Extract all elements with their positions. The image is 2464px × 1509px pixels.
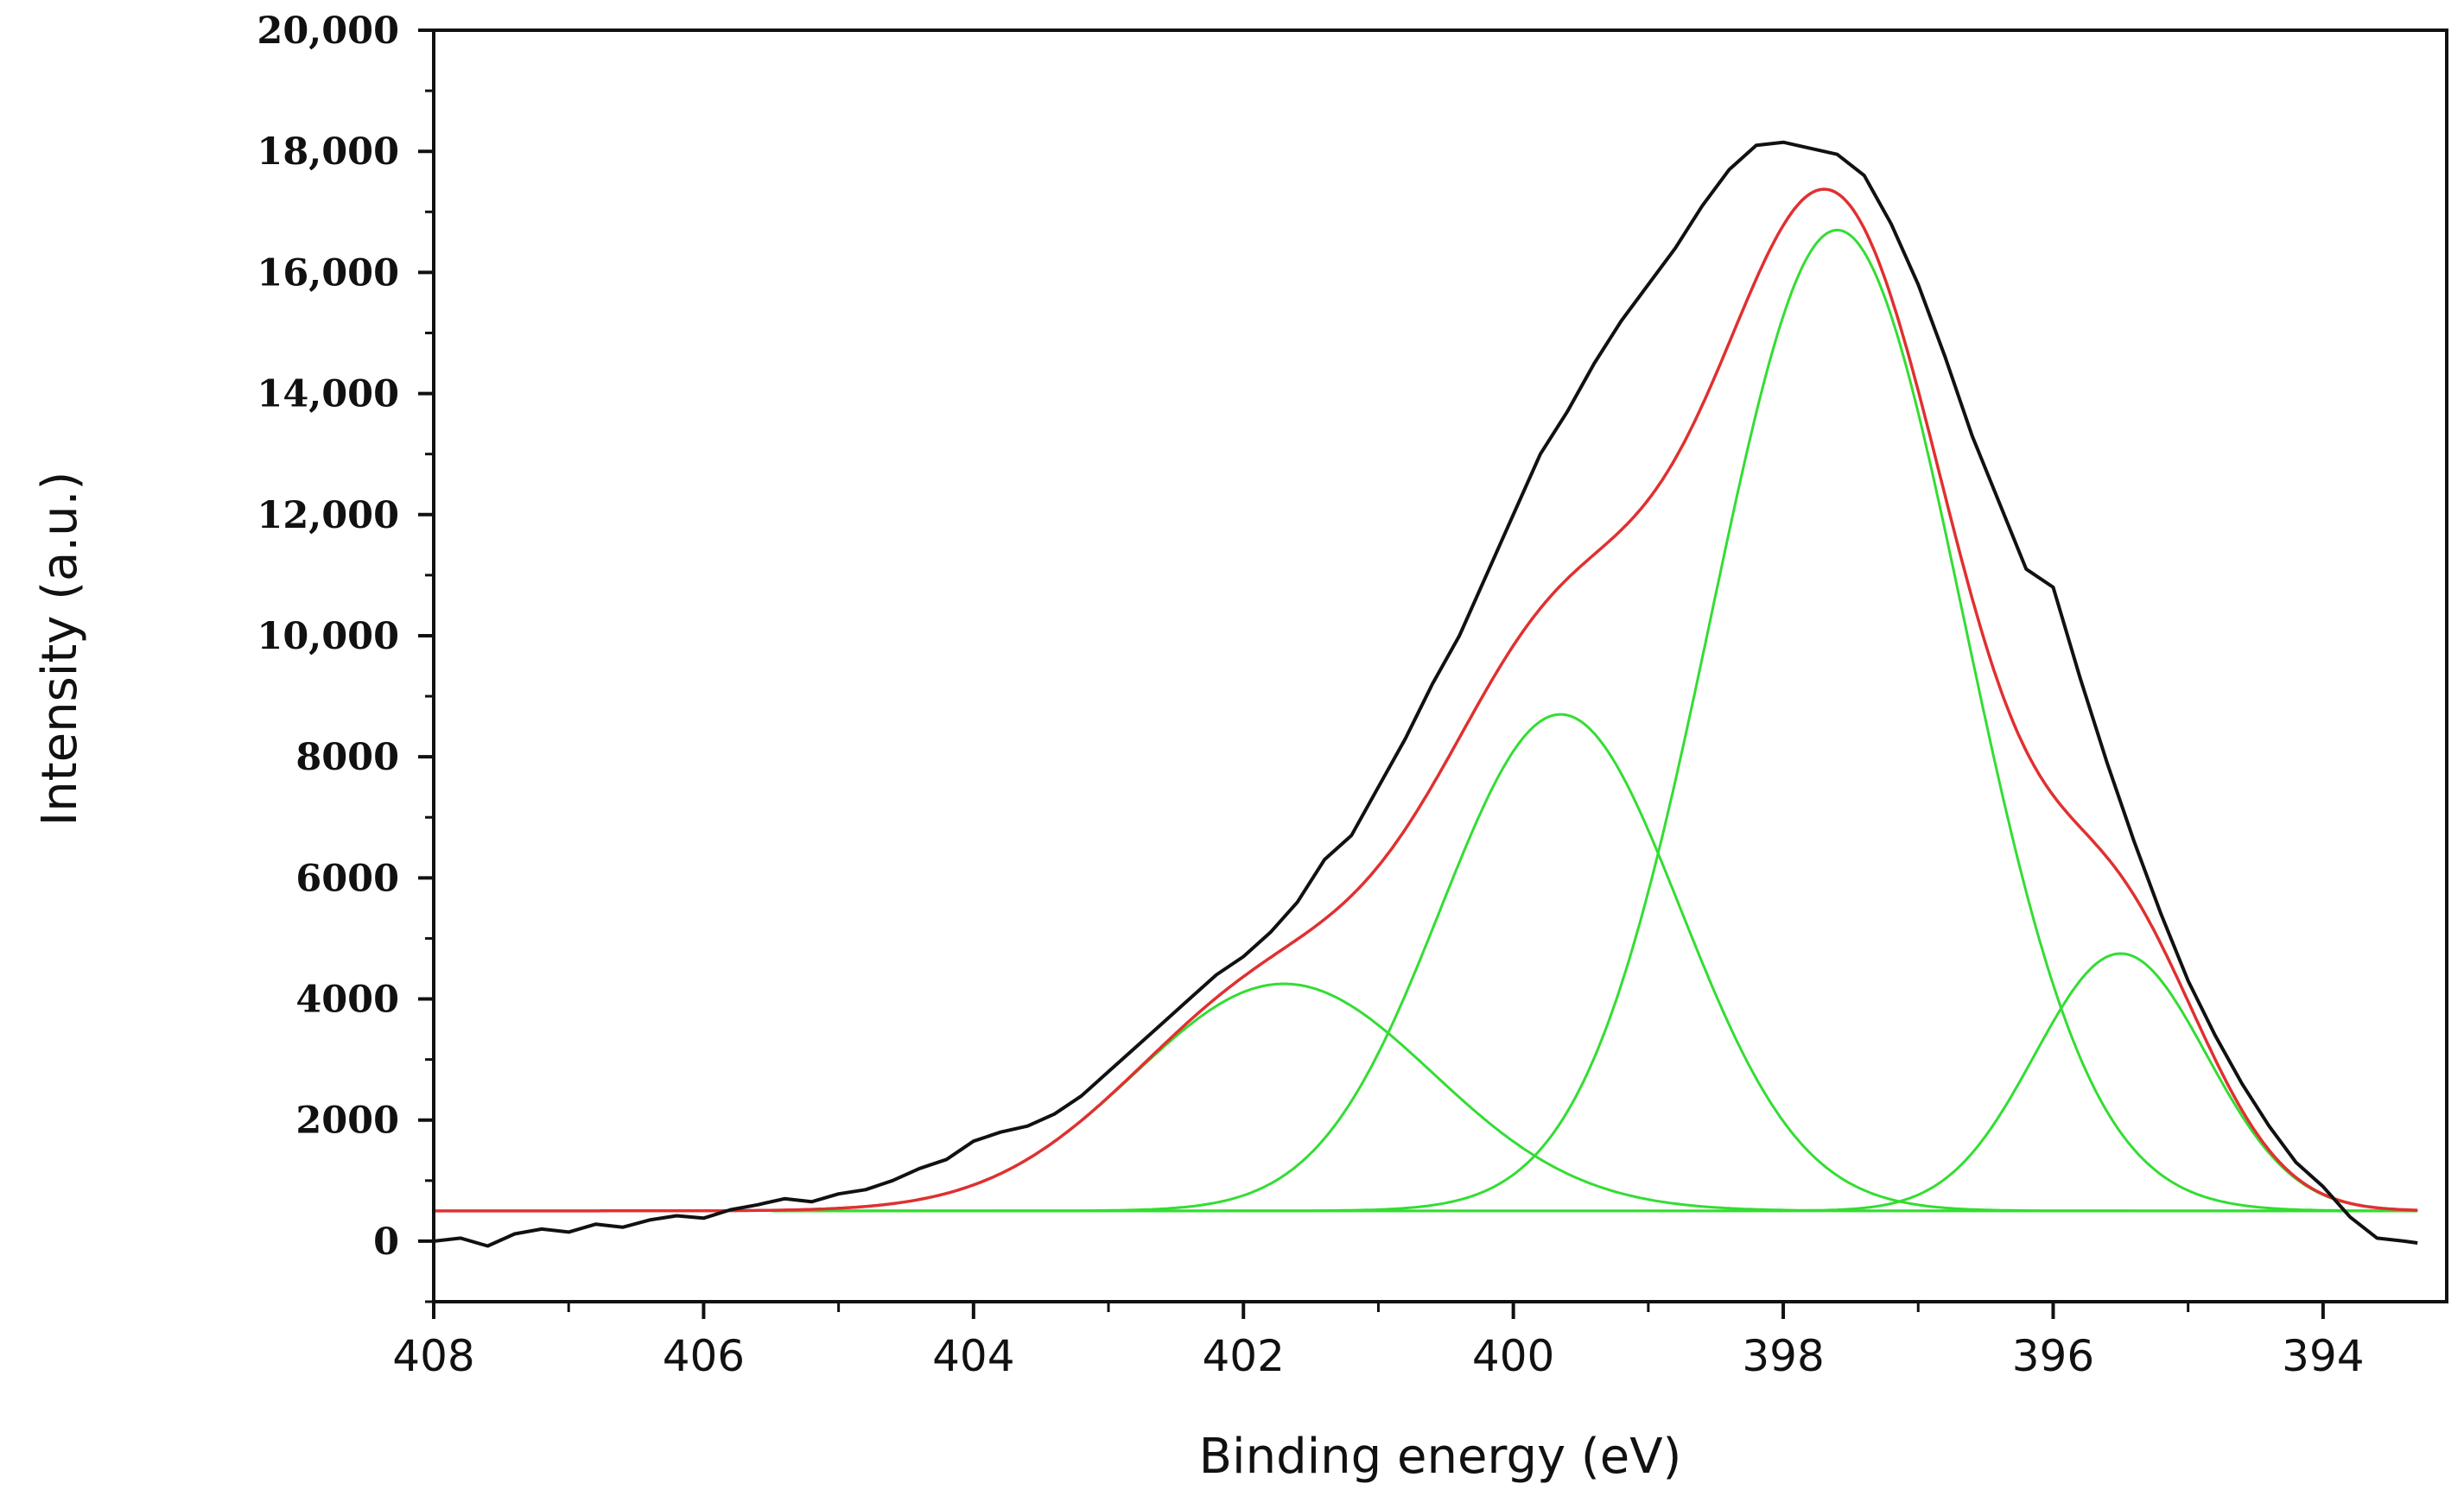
y-tick-label: 18,000 — [257, 130, 399, 174]
raw-data — [433, 140, 2418, 1248]
envelope-line — [434, 187, 2418, 1213]
y-axis-label: Intensity (a.u.) — [32, 472, 88, 827]
x-tick-label: 396 — [2012, 1331, 2094, 1381]
fitted-envelope — [434, 187, 2418, 1213]
x-tick-label: 404 — [932, 1331, 1014, 1381]
x-axis-label: Binding energy (eV) — [1199, 1429, 1682, 1485]
y-tick-label: 2000 — [295, 1100, 399, 1143]
fitted-components — [771, 228, 2418, 1213]
x-tick-label: 400 — [1472, 1331, 1554, 1381]
x-tick-label: 402 — [1203, 1331, 1285, 1381]
y-tick-label: 8000 — [295, 736, 399, 779]
x-tick-label: 394 — [2282, 1331, 2364, 1381]
y-axis-ticks: 0 2000 4000 6000 8000 10,000 12,000 14,000 16,00… — [257, 10, 434, 1303]
y-tick-label: 16,000 — [257, 251, 399, 295]
y-tick-label: 20,000 — [257, 10, 399, 53]
y-tick-label: 6000 — [295, 857, 399, 900]
component-peak-3 — [773, 228, 2418, 1213]
y-tick-label: 12,000 — [257, 494, 399, 537]
y-tick-label: 10,000 — [257, 615, 399, 658]
x-tick-label: 398 — [1742, 1331, 1824, 1381]
x-tick-label: 406 — [663, 1331, 745, 1381]
y-tick-label: 4000 — [295, 979, 399, 1022]
component-peak-4 — [773, 952, 2418, 1213]
component-peak-1 — [773, 982, 2418, 1213]
y-tick-label: 14,000 — [257, 373, 399, 416]
raw-data-line — [433, 140, 2418, 1248]
plot-frame — [432, 29, 2448, 1303]
y-tick-label: 0 — [373, 1221, 399, 1264]
x-tick-label: 408 — [392, 1331, 474, 1381]
x-axis-ticks: 408 406 404 402 400 398 396 394 — [392, 1302, 2365, 1381]
plot-axes — [432, 29, 2448, 1303]
